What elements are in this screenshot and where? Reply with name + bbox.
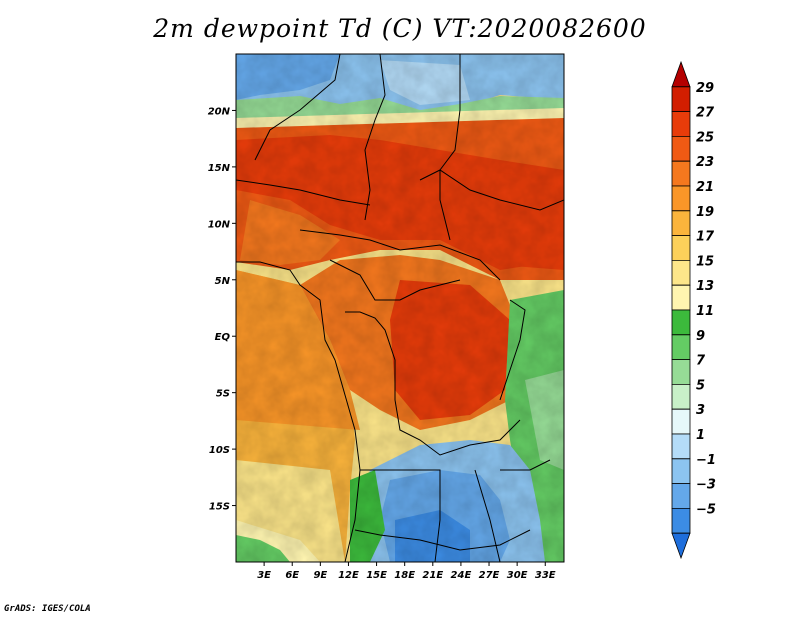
x-tick-label: 33E	[535, 570, 556, 581]
x-tick-label: 3E	[257, 570, 271, 581]
colorbar-swatch	[671, 160, 691, 187]
colorbar-swatch	[671, 60, 691, 88]
colorbar-swatch	[671, 384, 691, 410]
y-tick-label: 5S	[216, 389, 230, 400]
colorbar-label: 5	[696, 378, 705, 393]
x-tick-label: 12E	[338, 570, 359, 581]
colorbar-label: 17	[696, 230, 715, 245]
colorbar-swatch	[671, 359, 691, 385]
colorbar-label: 21	[696, 180, 714, 195]
colorbar-label: 11	[696, 304, 714, 319]
y-axis: 20N 15N 10N 5N EQ 5S 10S 15S	[208, 106, 236, 513]
colorbar-label: 23	[696, 155, 714, 170]
colorbar-swatch	[671, 235, 691, 261]
footer-credit: GrADS: IGES/COLA	[4, 604, 91, 614]
colorbar: 29 27 25 23 21 19 17 15 13 11 9 7 5 3 1 −1 −3 −5	[671, 60, 716, 560]
colorbar-swatch	[671, 185, 691, 212]
colorbar-swatch	[671, 284, 691, 311]
colorbar-swatch	[671, 260, 691, 286]
colorbar-swatch	[671, 86, 691, 112]
x-axis: 3E 6E 9E 12E 15E 18E 21E 24E 27E 30E 33E	[257, 562, 556, 581]
y-tick-label: 10S	[209, 445, 230, 456]
colorbar-label: 3	[696, 403, 705, 418]
colorbar-label: 25	[696, 130, 714, 145]
colorbar-swatch	[671, 111, 691, 137]
x-tick-label: 18E	[394, 570, 415, 581]
colorbar-swatch	[671, 433, 691, 460]
colorbar-swatch	[671, 483, 691, 509]
colorbar-swatch	[671, 136, 691, 162]
x-tick-label: 30E	[507, 570, 528, 581]
x-tick-label: 9E	[313, 570, 327, 581]
dewpoint-field	[236, 54, 564, 562]
colorbar-swatch	[671, 408, 691, 435]
colorbar-label: 19	[696, 205, 714, 220]
colorbar-label: 13	[696, 279, 714, 294]
colorbar-swatch	[671, 309, 691, 336]
x-tick-label: 6E	[285, 570, 299, 581]
colorbar-swatch	[671, 334, 691, 360]
y-tick-label: 15N	[208, 163, 231, 174]
colorbar-label: 9	[696, 329, 705, 344]
y-tick-label: 20N	[208, 106, 231, 117]
y-tick-label: 10N	[208, 219, 231, 230]
x-tick-label: 24E	[451, 570, 472, 581]
colorbar-swatch	[671, 210, 691, 236]
y-tick-label: 5N	[215, 276, 231, 287]
x-tick-label: 15E	[366, 570, 387, 581]
colorbar-label: 7	[696, 354, 706, 369]
colorbar-swatch	[671, 508, 691, 534]
colorbar-swatch	[671, 532, 691, 560]
colorbar-label: −5	[696, 502, 716, 517]
colorbar-swatch	[671, 458, 691, 484]
colorbar-label: 15	[696, 254, 714, 269]
chart-title: 2m dewpoint Td (C) VT:2020082600	[153, 14, 647, 43]
y-tick-label: 15S	[209, 502, 230, 513]
colorbar-label: −3	[696, 478, 716, 493]
country-borders	[236, 54, 564, 562]
x-tick-label: 27E	[479, 570, 500, 581]
colorbar-label: 1	[696, 428, 705, 443]
colorbar-label: 29	[696, 81, 714, 96]
colorbar-label: −1	[696, 453, 716, 468]
y-tick-label: EQ	[215, 332, 231, 343]
map-frame	[235, 53, 565, 563]
colorbar-label: 27	[696, 106, 715, 121]
x-tick-label: 21E	[422, 570, 443, 581]
